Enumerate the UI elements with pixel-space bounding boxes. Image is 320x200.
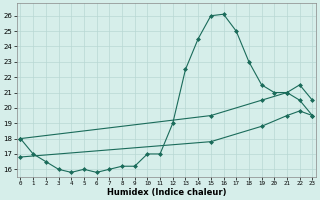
X-axis label: Humidex (Indice chaleur): Humidex (Indice chaleur) xyxy=(107,188,226,197)
